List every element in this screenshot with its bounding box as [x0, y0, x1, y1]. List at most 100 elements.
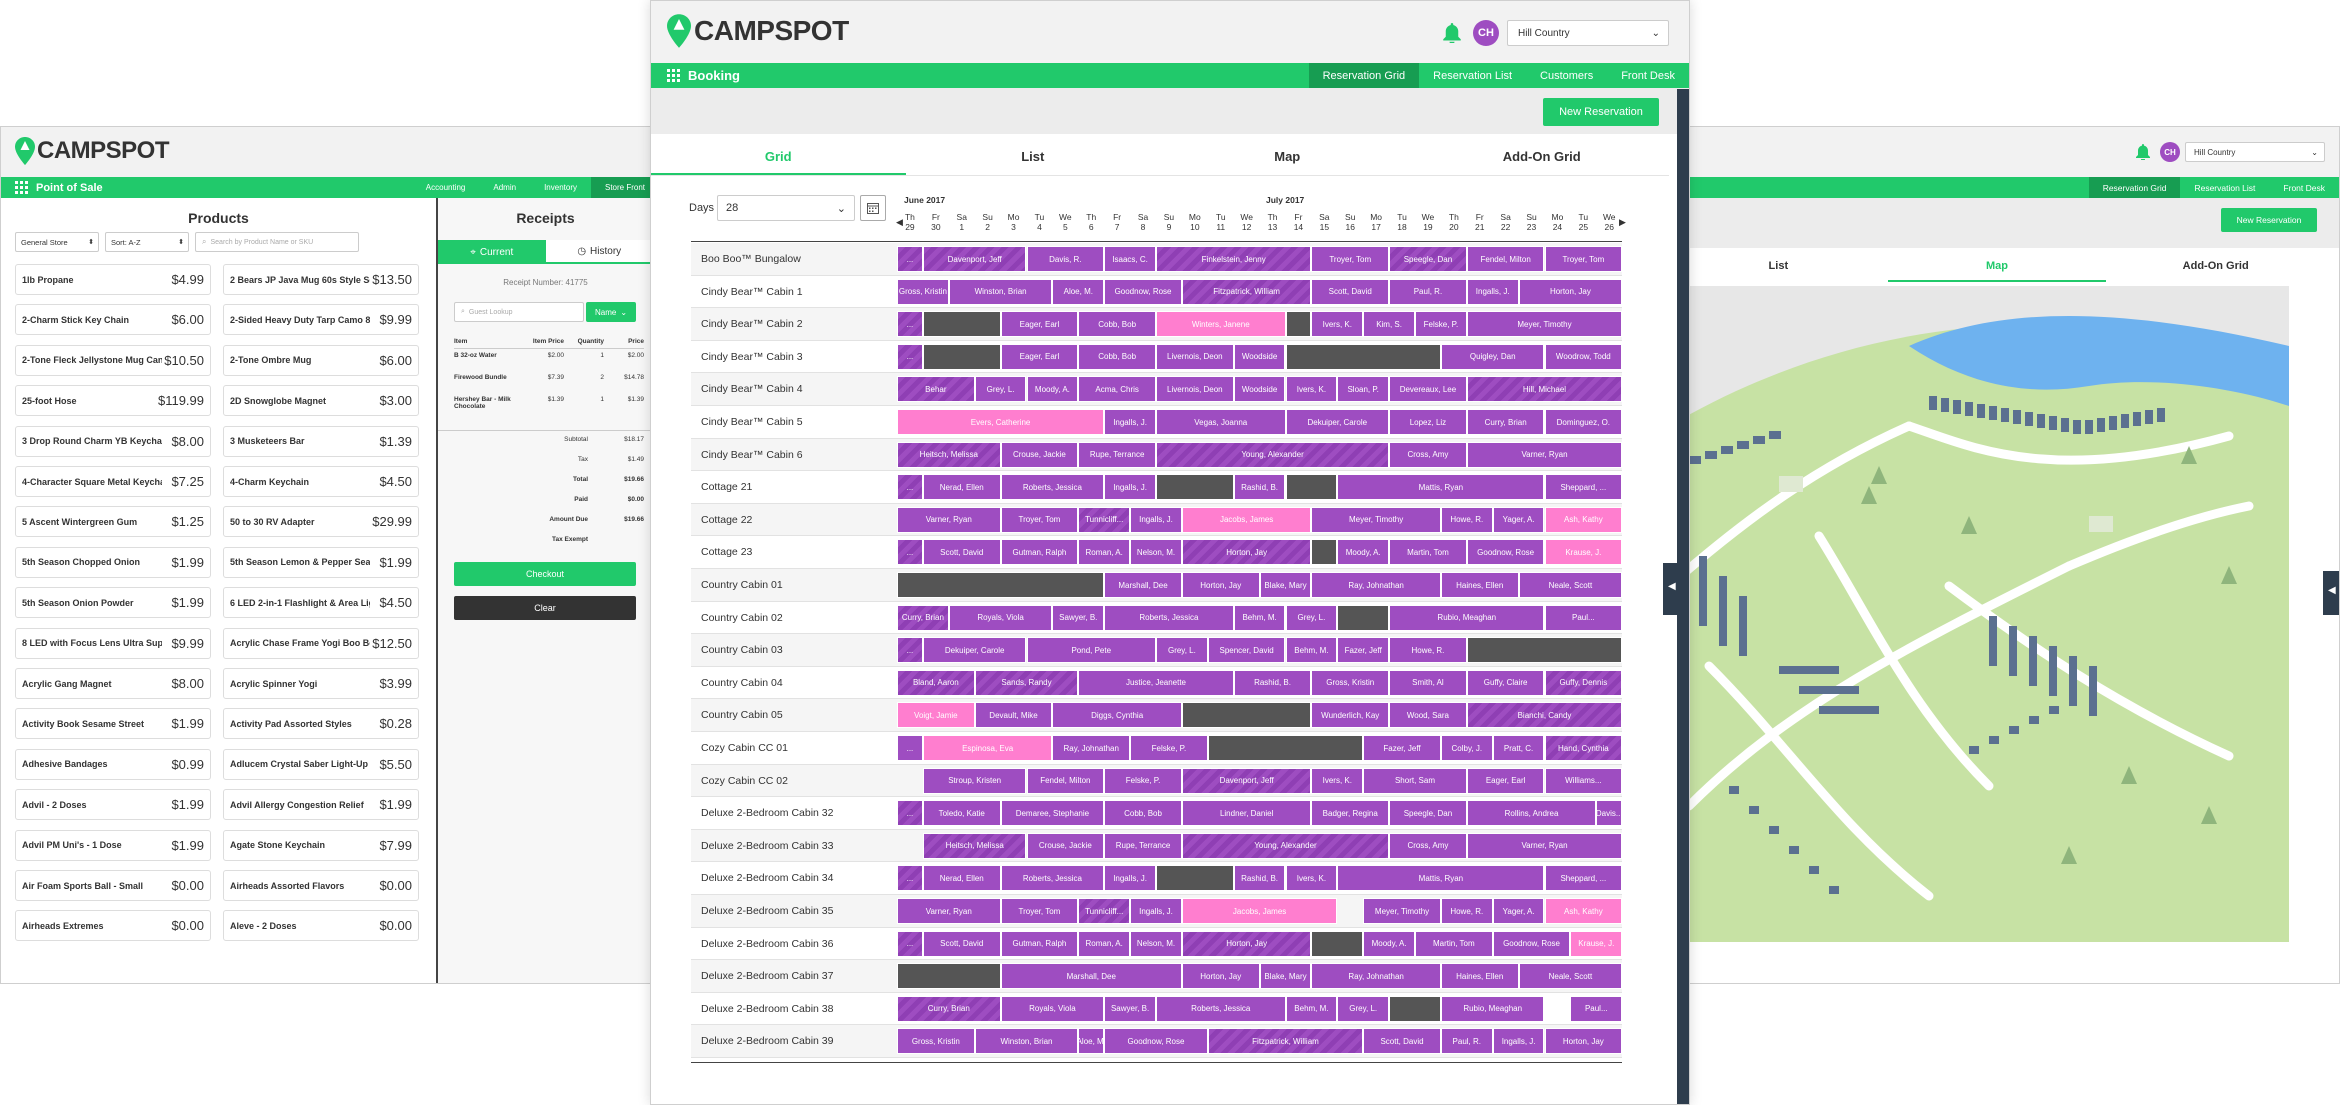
blocked-dates[interactable]: [1285, 474, 1338, 501]
blocked-dates[interactable]: [897, 572, 1105, 598]
day-header[interactable]: Su 23: [1519, 212, 1545, 232]
guest-lookup-input[interactable]: ⌕ Guest Lookup: [454, 302, 584, 322]
product-card[interactable]: 3 Drop Round Charm YB Keychain $8.00: [15, 425, 211, 457]
day-header[interactable]: Sa 22: [1493, 212, 1519, 232]
site-name[interactable]: Cindy Bear™ Cabin 4: [701, 383, 803, 396]
reservation-bar[interactable]: Winters, Janene: [1156, 311, 1286, 338]
day-header[interactable]: We 12: [1234, 212, 1260, 232]
reservation-bar[interactable]: Speegle, Dan: [1389, 246, 1467, 272]
prev-dates-arrow[interactable]: ◀: [896, 217, 903, 227]
tab-list[interactable]: List: [1768, 260, 1789, 272]
reservation-bar[interactable]: ...: [897, 735, 923, 761]
reservation-bar[interactable]: Jacobs, James: [1181, 506, 1312, 533]
reservation-bar[interactable]: Felske, P.: [1130, 735, 1208, 761]
booking-module-title[interactable]: Booking: [651, 68, 740, 83]
reservation-bar[interactable]: Roberts, Jessica: [1104, 604, 1234, 631]
reservation-bar[interactable]: Howe, R.: [1389, 637, 1467, 664]
reservation-bar[interactable]: Behm, M.: [1233, 604, 1286, 631]
reservation-bar[interactable]: Eager, Earl: [1466, 767, 1545, 794]
reservation-bar[interactable]: Tunnicliff...: [1078, 898, 1131, 924]
reservation-bar[interactable]: Tunnicliff...: [1078, 506, 1131, 533]
tab-add-on-grid[interactable]: Add-On Grid: [1502, 149, 1581, 164]
site-name[interactable]: Country Cabin 01: [701, 579, 783, 591]
reservation-bar[interactable]: Stroup, Kristen: [922, 767, 1027, 794]
reservation-bar[interactable]: Fazer, Jeff: [1363, 735, 1441, 761]
pos-nav-accounting[interactable]: Accounting: [425, 183, 466, 192]
nav-front-desk[interactable]: Front Desk: [1621, 69, 1675, 82]
reservation-bar[interactable]: Fitzpatrick, William: [1207, 1028, 1364, 1055]
reservation-bar[interactable]: Krause, J.: [1544, 539, 1623, 566]
reservation-bar[interactable]: Scott, David: [922, 930, 1001, 957]
reservation-bar[interactable]: Ash, Kathy: [1544, 506, 1623, 533]
reservation-bar[interactable]: Sawyer, B.: [1052, 604, 1105, 631]
product-card[interactable]: 5 Ascent Wintergreen Gum $1.25: [15, 506, 211, 538]
reservation-bar[interactable]: Vegas, Joanna: [1156, 409, 1286, 435]
reservation-bar[interactable]: Martin, Tom: [1415, 930, 1493, 957]
product-card[interactable]: 5th Season Onion Powder $1.99: [15, 587, 211, 619]
product-card[interactable]: 4-Charm Keychain $4.50: [223, 466, 419, 497]
blocked-dates[interactable]: [1466, 637, 1623, 664]
site-name[interactable]: Deluxe 2-Bedroom Cabin 34: [701, 872, 834, 885]
blocked-dates[interactable]: [1181, 702, 1312, 729]
blocked-dates[interactable]: [1311, 930, 1364, 957]
pos-module-title[interactable]: Point of Sale: [1, 181, 103, 194]
reservation-bar[interactable]: Rashid, B.: [1233, 474, 1286, 501]
reservation-bar[interactable]: Meyer, Timothy: [1466, 311, 1623, 338]
reservation-bar[interactable]: Goodnow, Rose: [1104, 278, 1182, 305]
reservation-bar[interactable]: ...: [897, 539, 923, 566]
reservation-bar[interactable]: Moody, A.: [1363, 930, 1415, 957]
product-card[interactable]: Acrylic Spinner Yogi $3.99: [223, 668, 419, 699]
day-header[interactable]: We 26: [1596, 212, 1622, 232]
reservation-bar[interactable]: Woodside: [1233, 376, 1286, 403]
reservation-bar[interactable]: Varner, Ryan: [1466, 441, 1623, 468]
product-card[interactable]: 25-foot Hose $119.99: [15, 385, 211, 417]
reservation-bar[interactable]: Smith, Al: [1389, 669, 1467, 696]
reservation-bar[interactable]: Grey, L.: [1285, 604, 1338, 631]
checkout-button[interactable]: Checkout: [454, 562, 636, 586]
blocked-dates[interactable]: [1285, 343, 1441, 370]
nav-customers[interactable]: Customers: [1540, 69, 1594, 82]
reservation-bar[interactable]: Horton, Jay: [1518, 278, 1623, 305]
reservation-bar[interactable]: Grey, L.: [974, 376, 1027, 403]
blocked-dates[interactable]: [1311, 539, 1338, 566]
reservation-bar[interactable]: Moody, A.: [1026, 376, 1079, 403]
site-name[interactable]: Deluxe 2-Bedroom Cabin 32: [701, 807, 834, 820]
reservation-bar[interactable]: Rubio, Meaghan: [1440, 995, 1545, 1022]
map-nav-reservation-list[interactable]: Reservation List: [2194, 182, 2256, 193]
reservation-bar[interactable]: Ingalls, J.: [1104, 409, 1156, 435]
reservation-bar[interactable]: Woodrow, Todd: [1544, 343, 1623, 370]
reservation-bar[interactable]: Mattis, Ryan: [1337, 474, 1545, 501]
reservation-bar[interactable]: Livernois, Deon: [1156, 343, 1234, 370]
product-card[interactable]: Adhesive Bandages $0.99: [15, 748, 211, 780]
reservation-bar[interactable]: Ingalls, J.: [1104, 474, 1156, 501]
reservation-bar[interactable]: Rupe, Terrance: [1104, 832, 1182, 859]
receipt-line-item[interactable]: Firewood Bundle $7.39 2 $14.78: [454, 374, 644, 381]
product-card[interactable]: Airheads Extremes $0.00: [15, 910, 211, 942]
reservation-bar[interactable]: Ingalls, J.: [1130, 506, 1182, 533]
site-name[interactable]: Country Cabin 05: [701, 709, 783, 722]
reservation-bar[interactable]: Dekuiper, Carole: [1285, 409, 1390, 435]
reservation-bar[interactable]: Ingalls, J.: [1104, 865, 1156, 892]
reservation-bar[interactable]: Guffy, Dennis: [1544, 669, 1623, 696]
reservation-bar[interactable]: Meyer, Timothy: [1363, 898, 1441, 924]
product-search-input[interactable]: ⌕ Search by Product Name or SKU: [195, 232, 359, 252]
reservation-bar[interactable]: Voigt, Jamie: [897, 702, 975, 729]
reservation-bar[interactable]: ...: [897, 800, 923, 827]
reservation-bar[interactable]: Yager, A.: [1492, 506, 1545, 533]
tab-map[interactable]: Map: [1274, 149, 1301, 164]
reservation-bar[interactable]: Goodnow, Rose: [1492, 930, 1571, 957]
reservation-bar[interactable]: Guffy, Claire: [1466, 669, 1545, 696]
day-header[interactable]: Sa 1: [949, 212, 975, 232]
day-header[interactable]: Th 13: [1260, 212, 1286, 232]
product-card[interactable]: Air Foam Sports Ball - Small $0.00: [15, 870, 211, 901]
reservation-bar[interactable]: Badger, Regina: [1311, 800, 1390, 827]
reservation-bar[interactable]: Sawyer, B.: [1104, 995, 1156, 1022]
product-card[interactable]: 6 LED 2-in-1 Flashlight & Area Light $4.5…: [223, 587, 419, 619]
reservation-bar[interactable]: Woodside: [1233, 343, 1286, 370]
reservation-bar[interactable]: Quigley, Dan: [1440, 343, 1545, 370]
reservation-bar[interactable]: ...: [897, 865, 923, 892]
reservation-bar[interactable]: Meyer, Timothy: [1311, 506, 1441, 533]
reservation-bar[interactable]: Horton, Jay: [1181, 930, 1312, 957]
site-name[interactable]: Deluxe 2-Bedroom Cabin 36: [701, 937, 834, 950]
reservation-bar[interactable]: Varner, Ryan: [897, 506, 1001, 533]
